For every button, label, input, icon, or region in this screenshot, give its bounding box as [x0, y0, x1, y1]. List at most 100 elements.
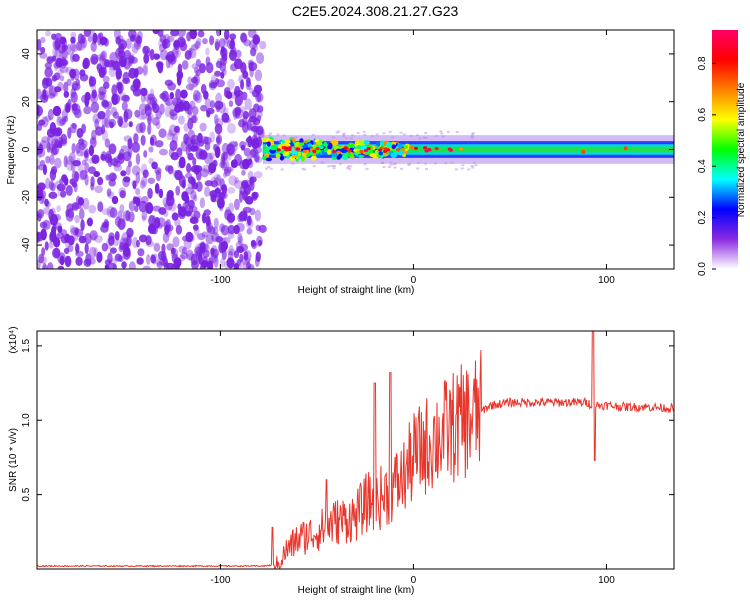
band-cell [380, 140, 384, 147]
noise-cell [200, 168, 209, 178]
noise-cell [145, 254, 151, 265]
noise-cell [122, 151, 132, 162]
noise-cell [219, 61, 227, 73]
snr-x-tick-label: 100 [598, 575, 615, 586]
noise-cell [234, 94, 243, 107]
band-cell [281, 139, 285, 144]
noise-cell [185, 249, 194, 261]
noise-cell [84, 148, 90, 158]
noise-cell [179, 38, 187, 45]
heatmap-x-tick-label: -100 [210, 275, 230, 286]
noise-cell [195, 142, 200, 150]
noise-cell [178, 245, 186, 254]
noise-cell [149, 48, 155, 61]
noise-cell [209, 35, 215, 46]
band-edge-cell [375, 133, 379, 136]
noise-cell [75, 256, 83, 266]
noise-cell [132, 78, 141, 90]
noise-cell [214, 187, 221, 194]
noise-cell [187, 144, 192, 153]
noise-cell [90, 53, 99, 65]
noise-cell [246, 227, 253, 235]
noise-cell [213, 255, 219, 268]
snr-series-line [37, 331, 674, 569]
noise-cell [91, 154, 100, 164]
noise-cell [100, 224, 109, 233]
band-cell [338, 153, 342, 158]
band-edge-cell [467, 168, 471, 171]
noise-cell [59, 36, 67, 45]
band-peak [413, 146, 418, 150]
noise-cell [154, 182, 160, 195]
noise-cell [198, 63, 206, 74]
noise-cell [111, 84, 118, 96]
band-edge-cell [454, 168, 458, 171]
noise-cell [164, 33, 170, 45]
noise-cell [190, 44, 199, 51]
band-edge-cell [435, 134, 439, 137]
noise-cell [215, 77, 220, 85]
band-peak [332, 149, 337, 154]
noise-cell [133, 132, 139, 144]
noise-cell [58, 136, 64, 144]
noise-cell [54, 180, 61, 189]
noise-cell [226, 212, 236, 223]
band-cell [358, 154, 364, 159]
noise-cell [249, 149, 257, 159]
noise-cell [89, 137, 97, 149]
noise-cell [74, 227, 80, 235]
band-edge-cell [301, 167, 305, 170]
noise-cell [69, 123, 77, 134]
snr-x-tick-label: 0 [411, 575, 417, 586]
noise-cell [117, 84, 123, 95]
noise-cell [218, 101, 226, 114]
noise-cell [96, 63, 103, 74]
noise-cell [234, 259, 243, 269]
noise-cell [214, 41, 220, 51]
band-edge-cell [349, 137, 353, 140]
noise-cell [213, 217, 219, 229]
noise-cell [148, 215, 156, 227]
noise-cell [91, 83, 97, 96]
noise-cell [123, 49, 132, 60]
noise-cell [79, 143, 87, 151]
noise-cell [50, 166, 58, 175]
noise-cell [131, 43, 139, 54]
noise-cell [88, 166, 96, 174]
noise-cell [158, 43, 165, 53]
noise-cell [55, 32, 62, 40]
noise-cell [173, 40, 181, 48]
noise-cell [223, 30, 230, 40]
noise-cell [171, 48, 179, 59]
chart-title: C2E5.2024.308.21.27.G23 [291, 3, 459, 19]
noise-cell [57, 252, 66, 265]
noise-cell [246, 77, 251, 88]
band-edge-cell [264, 167, 268, 170]
band-cell [347, 142, 355, 148]
band-edge-cell [461, 164, 465, 167]
noise-cell [57, 41, 67, 54]
noise-cell [159, 103, 165, 115]
noise-cell [178, 156, 186, 169]
noise-cell [94, 185, 103, 194]
heatmap-panel: -100 0 100 -40 -20 0 20 40 Height of straight l… [6, 29, 675, 296]
noise-cell [135, 197, 141, 207]
noise-cell [209, 131, 216, 143]
noise-cell [214, 117, 224, 128]
noise-cell [145, 202, 154, 214]
noise-cell [229, 40, 236, 50]
noise-cell [171, 212, 179, 221]
noise-cell [52, 105, 62, 117]
noise-cell [47, 143, 57, 151]
noise-cell [42, 264, 49, 269]
noise-cell [140, 87, 148, 97]
band-edge-cell [450, 161, 454, 164]
noise-cell [154, 140, 164, 148]
band-edge-cell [291, 137, 295, 140]
noise-cell [253, 84, 263, 94]
noise-cell [44, 198, 49, 207]
band-peak [623, 146, 628, 151]
noise-cell [140, 163, 148, 176]
noise-cell [183, 133, 189, 145]
snr-panel: -100 0 100 0.5 1.0 1.5 Height of straight lin… [8, 326, 675, 596]
